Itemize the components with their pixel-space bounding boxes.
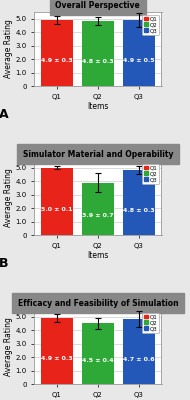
Text: A: A — [0, 108, 8, 121]
Text: 4.9 ± 0.3: 4.9 ± 0.3 — [41, 356, 73, 362]
Legend: Q1, Q2, Q3: Q1, Q2, Q3 — [142, 15, 159, 35]
Text: 4.8 ± 0.3: 4.8 ± 0.3 — [123, 208, 155, 213]
Y-axis label: Average Rating: Average Rating — [4, 168, 13, 228]
Bar — [123, 319, 155, 384]
Title: Efficacy and Feasibility of Simulation: Efficacy and Feasibility of Simulation — [17, 299, 178, 308]
Bar — [123, 20, 155, 86]
Bar — [82, 324, 114, 384]
Bar — [41, 20, 73, 86]
Y-axis label: Average Rating: Average Rating — [4, 20, 13, 78]
Bar — [82, 182, 114, 235]
Text: 4.5 ± 0.4: 4.5 ± 0.4 — [82, 358, 114, 364]
Title: Overall Perspective: Overall Perspective — [55, 1, 140, 10]
X-axis label: Items: Items — [87, 102, 108, 112]
Title: Simulator Material and Operability: Simulator Material and Operability — [23, 150, 173, 159]
Legend: Q1, Q2, Q3: Q1, Q2, Q3 — [142, 313, 159, 333]
Text: 4.9 ± 0.5: 4.9 ± 0.5 — [123, 58, 155, 64]
Legend: Q1, Q2, Q3: Q1, Q2, Q3 — [142, 164, 159, 184]
Text: B: B — [0, 257, 8, 270]
Y-axis label: Average Rating: Average Rating — [4, 318, 13, 376]
Bar — [82, 22, 114, 86]
Text: 5.0 ± 0.1: 5.0 ± 0.1 — [41, 207, 73, 212]
Bar — [123, 170, 155, 235]
Text: 3.9 ± 0.7: 3.9 ± 0.7 — [82, 212, 114, 218]
Bar — [41, 168, 73, 235]
Bar — [41, 318, 73, 384]
Text: 4.9 ± 0.3: 4.9 ± 0.3 — [41, 58, 73, 64]
Text: 4.7 ± 0.6: 4.7 ± 0.6 — [123, 357, 155, 362]
Text: 4.8 ± 0.3: 4.8 ± 0.3 — [82, 59, 114, 64]
X-axis label: Items: Items — [87, 252, 108, 260]
